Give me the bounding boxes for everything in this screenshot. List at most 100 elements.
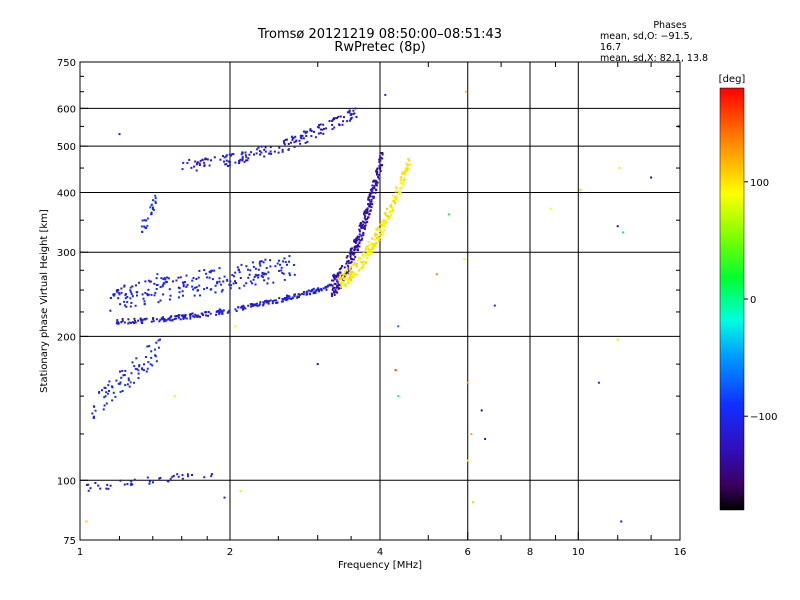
data-point bbox=[260, 145, 263, 148]
data-point bbox=[333, 273, 336, 276]
data-point bbox=[171, 318, 174, 321]
data-point bbox=[238, 162, 241, 165]
data-point bbox=[256, 148, 259, 151]
data-point bbox=[239, 158, 242, 161]
data-point bbox=[207, 311, 210, 313]
data-point bbox=[378, 239, 381, 242]
data-point bbox=[219, 158, 222, 161]
data-point bbox=[222, 280, 225, 283]
data-point bbox=[377, 228, 380, 231]
data-point bbox=[154, 355, 157, 358]
data-point bbox=[399, 182, 402, 185]
data-point bbox=[257, 268, 260, 271]
data-point bbox=[358, 257, 361, 260]
data-point bbox=[367, 197, 370, 200]
data-point bbox=[154, 194, 157, 197]
data-point bbox=[115, 322, 118, 325]
data-point bbox=[347, 268, 350, 271]
data-point bbox=[317, 290, 320, 293]
data-point bbox=[365, 208, 368, 211]
data-point bbox=[147, 279, 150, 282]
data-point bbox=[157, 301, 160, 304]
data-point bbox=[220, 309, 223, 312]
data-point bbox=[198, 284, 201, 287]
y-tick-label: 500 bbox=[57, 142, 76, 153]
data-point bbox=[286, 294, 288, 297]
data-point bbox=[179, 318, 182, 321]
data-point bbox=[549, 207, 552, 210]
data-point bbox=[269, 259, 272, 262]
data-point bbox=[220, 290, 223, 293]
data-point bbox=[186, 283, 189, 286]
data-point bbox=[103, 396, 106, 399]
data-point bbox=[268, 152, 271, 155]
data-point bbox=[267, 277, 270, 280]
data-point bbox=[245, 282, 248, 285]
y-tick-label: 200 bbox=[57, 332, 76, 343]
data-point bbox=[466, 381, 469, 384]
data-point bbox=[363, 260, 366, 263]
data-point bbox=[291, 138, 294, 141]
data-point bbox=[124, 369, 127, 372]
data-point bbox=[371, 248, 374, 251]
data-point bbox=[366, 218, 369, 220]
data-point bbox=[463, 258, 466, 261]
data-point bbox=[182, 315, 185, 318]
data-point bbox=[367, 196, 370, 199]
data-point bbox=[396, 190, 399, 193]
data-point bbox=[138, 365, 141, 368]
data-point bbox=[150, 293, 153, 296]
data-point bbox=[359, 239, 362, 242]
data-point bbox=[335, 286, 338, 289]
data-point bbox=[159, 318, 162, 321]
data-point bbox=[159, 299, 162, 302]
data-point bbox=[252, 278, 255, 281]
data-point bbox=[282, 272, 285, 275]
data-point bbox=[258, 304, 261, 307]
data-point bbox=[250, 151, 252, 154]
data-point bbox=[198, 162, 201, 165]
data-point bbox=[129, 286, 132, 289]
data-point bbox=[283, 298, 286, 300]
data-point bbox=[358, 245, 361, 248]
data-point bbox=[159, 338, 161, 341]
data-point bbox=[145, 317, 148, 320]
data-point bbox=[362, 231, 365, 234]
data-point bbox=[320, 287, 323, 290]
data-point bbox=[181, 314, 183, 317]
colorbar-label: [deg] bbox=[719, 74, 746, 85]
data-point bbox=[375, 228, 378, 231]
data-point bbox=[320, 289, 323, 292]
data-point bbox=[181, 477, 184, 480]
data-point bbox=[278, 259, 280, 262]
data-point bbox=[221, 310, 224, 313]
data-point bbox=[218, 267, 221, 270]
data-point bbox=[355, 265, 358, 268]
data-point bbox=[347, 266, 350, 269]
data-point bbox=[239, 277, 242, 279]
data-point bbox=[201, 313, 204, 316]
data-point bbox=[383, 229, 386, 232]
data-point bbox=[181, 474, 184, 477]
data-point bbox=[242, 308, 244, 311]
data-point bbox=[270, 152, 273, 155]
data-point bbox=[121, 318, 124, 320]
data-point bbox=[103, 404, 106, 407]
data-point bbox=[435, 273, 438, 276]
data-point bbox=[175, 279, 178, 282]
data-point bbox=[362, 226, 365, 229]
data-point bbox=[229, 161, 231, 164]
data-point bbox=[150, 320, 153, 323]
data-point bbox=[112, 391, 115, 394]
y-axis: 75 100 200 300 400 500 600 750 bbox=[57, 58, 680, 547]
data-point bbox=[182, 318, 185, 320]
y-tick-label: 300 bbox=[57, 248, 76, 259]
data-point bbox=[318, 288, 321, 291]
x-tick-label: 16 bbox=[674, 547, 687, 558]
data-point bbox=[227, 160, 230, 163]
data-point bbox=[313, 130, 315, 133]
data-point bbox=[232, 153, 235, 156]
data-point bbox=[232, 282, 235, 285]
data-point bbox=[85, 520, 88, 523]
data-point bbox=[262, 303, 265, 306]
